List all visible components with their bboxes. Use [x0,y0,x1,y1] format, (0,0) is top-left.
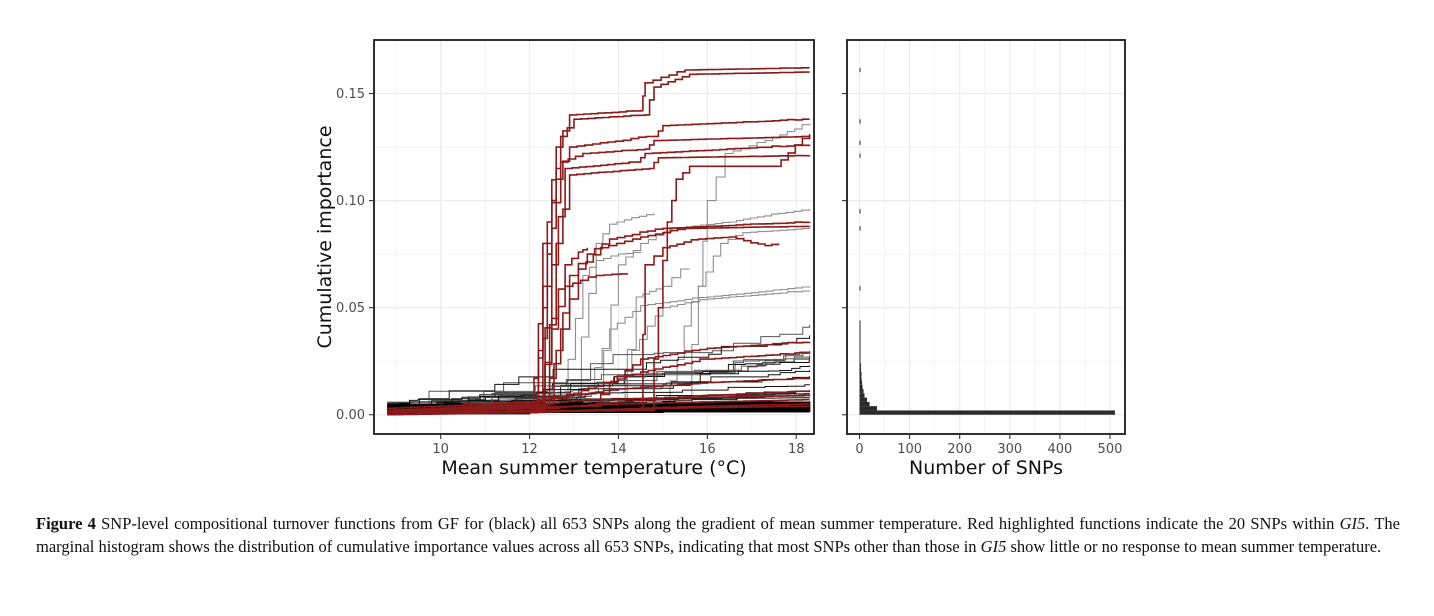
histogram-bar [859,341,861,347]
right-gridlines [847,40,1125,434]
histogram-x-axis-title: Number of SNPs [909,457,1063,479]
histogram-bar [859,346,861,351]
histogram-bar [859,376,862,381]
caption-italic-gi5-1: GI5 [1339,514,1366,533]
right-plot-background [847,40,1125,434]
caption-text-2: . The marginal histogram shows the distr… [36,514,1400,556]
histogram-bar [859,410,1115,415]
right-x-axis-ticks: 0 100 200 300 400 500 [855,434,1122,457]
gi5-snp-line [387,273,629,414]
histogram-bar [859,333,861,338]
left-x-axis-ticks: 10 12 14 16 18 [432,434,804,457]
histogram-bar [859,320,861,325]
left-gridlines [374,40,814,434]
caption-figure-label: Figure 4 [36,514,96,533]
histogram-bar [859,209,861,214]
histogram-x-tick-label: 400 [1047,442,1072,457]
left-plot-background [374,40,814,434]
gi5-snp-line [387,403,810,416]
x-tick-label: 18 [788,442,805,457]
y-tick-label: 0.05 [336,301,365,316]
caption-text-1: SNP-level compositional turnover functio… [95,514,1340,533]
histogram-bar [859,363,862,368]
x-tick-label: 16 [699,442,716,457]
figure-4: 0.00 0.05 0.10 0.15 10 12 14 16 18 Mean summer … [314,39,1126,479]
x-tick-label: 14 [610,442,627,457]
histogram-bar [859,397,868,402]
figure-caption: Figure 4 SNP-level compositional turnove… [36,512,1400,558]
histogram-bar [859,350,861,355]
left-plot-border [373,39,815,435]
black-snp-line [387,410,811,415]
histogram-x-tick-label: 200 [947,442,972,457]
x-axis-title: Mean summer temperature (°C) [441,457,746,479]
histogram-bar [859,367,862,372]
black-snp-line [387,335,811,407]
gi5-snp-line [387,352,811,414]
histogram-bar [859,324,861,330]
y-tick-label: 0.10 [336,194,365,209]
black-snp-line [387,384,811,406]
figure-svg: 0.00 0.05 0.10 0.15 10 12 14 16 18 Mean summer … [314,39,1126,479]
histogram-bar [859,406,878,411]
y-tick-label: 0.15 [336,87,365,102]
x-tick-label: 10 [432,442,449,457]
right-y-tick-marks [842,92,847,416]
histogram-x-tick-label: 500 [1098,442,1123,457]
right-plot-border [846,39,1126,435]
gi5-snp-line [387,118,810,410]
histogram-bar [859,119,861,124]
histogram-bar [859,359,861,364]
histogram-bar [859,140,861,145]
left-y-axis-ticks: 0.00 0.05 0.10 0.15 [336,87,374,423]
histogram-bar [859,286,861,291]
histogram-x-tick-label: 100 [897,442,922,457]
histogram-x-tick-label: 300 [997,442,1022,457]
y-axis-title: Cumulative importance [314,125,336,348]
histogram-bar [859,67,861,73]
histogram-x-tick-label: 0 [855,442,863,457]
histogram-bar [859,337,861,342]
y-tick-label: 0.00 [336,408,365,423]
histogram-bar [859,389,864,394]
marginal-histogram-panel: 0 100 200 300 400 500 Number of SNPs [842,39,1126,479]
histogram-bar [859,384,863,390]
histogram-bar [859,329,861,334]
histogram-bar [859,354,861,360]
gi5-snp-line [387,394,811,412]
histogram-bar [859,153,861,158]
gi5-snp-lines [387,67,811,416]
histogram-bar [859,226,861,231]
turnover-functions-panel: 0.00 0.05 0.10 0.15 10 12 14 16 18 Mean summer … [314,39,815,479]
histogram-bar [859,401,870,407]
histogram-bar [859,393,865,398]
caption-text-3: show little or no response to mean summe… [1006,537,1382,556]
histogram-bars [859,67,1115,415]
caption-italic-gi5-2: GI5 [980,537,1007,556]
histogram-bar [859,380,863,385]
x-tick-label: 12 [521,442,538,457]
histogram-bar [859,371,862,377]
